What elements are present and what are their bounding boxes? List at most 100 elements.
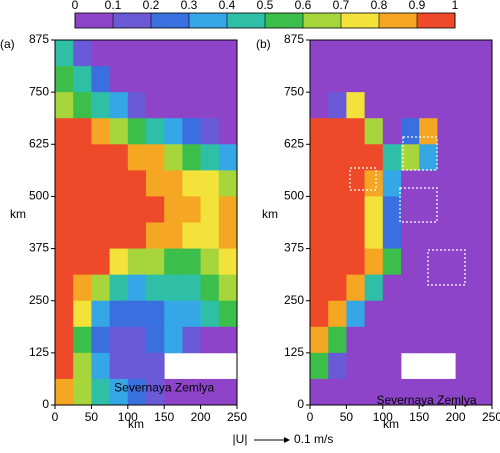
annotation: Severnaya Zemlya (114, 380, 214, 394)
heatmap-cell (382, 40, 402, 67)
heatmap-cell (200, 170, 220, 197)
heatmap-cell (455, 274, 475, 302)
heatmap-cell (401, 92, 420, 119)
heatmap-cell (109, 300, 129, 328)
heatmap-cell (182, 40, 201, 67)
heatmap-cell (419, 196, 438, 223)
heatmap-cell (382, 326, 402, 354)
heatmap-cell (182, 378, 201, 406)
heatmap-cell (473, 274, 493, 302)
heatmap-cell (328, 274, 347, 302)
x-tick-label: 100 (373, 410, 393, 424)
plot-frame (54, 39, 238, 406)
y-tick-label: 0 (42, 397, 49, 411)
heatmap-cell (437, 144, 456, 171)
heatmap-cell (455, 170, 475, 197)
colorbar-segment (75, 13, 114, 28)
colorbar-segment (417, 13, 456, 28)
heatmap-cell (310, 170, 329, 197)
heatmap-cell (419, 144, 438, 171)
heatmap-cell (328, 144, 347, 171)
x-tick-label: 0 (52, 410, 59, 424)
heatmap-cell (127, 40, 147, 67)
highlight-box (402, 136, 438, 171)
heatmap-cell (473, 40, 493, 67)
heatmap-cell (437, 326, 456, 354)
heatmap-cell (109, 40, 129, 67)
heatmap-cell (218, 326, 238, 354)
heatmap-cell (127, 300, 147, 328)
heatmap-cell (473, 300, 493, 328)
heatmap-cell (91, 170, 110, 197)
colorbar-label: 0.5 (257, 0, 274, 12)
heatmap-cell (164, 144, 183, 171)
y-tick-label: 625 (284, 136, 304, 150)
y-tick-label: 0 (297, 397, 304, 411)
heatmap-cell (200, 92, 220, 119)
heatmap-cell (182, 326, 201, 354)
colorbar-segment (189, 13, 228, 28)
heatmap-cell (346, 248, 365, 276)
heatmap-cell (127, 170, 147, 197)
vector-key-symbol: |U| (233, 432, 248, 446)
colorbar-segment (341, 13, 380, 28)
heatmap-cell (419, 378, 438, 406)
heatmap-cell (382, 352, 402, 380)
heatmap-cell (473, 66, 493, 93)
heatmap-cell (364, 378, 384, 406)
heatmap-cell (109, 222, 129, 249)
heatmap-cell (455, 378, 475, 406)
y-tick-label: 500 (284, 189, 304, 203)
colorbar-label: 0.8 (371, 0, 388, 12)
heatmap-cell (91, 66, 110, 93)
heatmap-cell (328, 352, 347, 380)
heatmap-cell (346, 196, 365, 223)
heatmap-cell (91, 326, 110, 354)
heatmap-cell (109, 118, 129, 145)
heatmap-cell (473, 326, 493, 354)
heatmap-cell (218, 170, 238, 197)
heatmap-cell (182, 196, 201, 223)
heatmap-cell (146, 144, 165, 171)
heatmap-cell (73, 118, 92, 145)
heatmap-cell (73, 92, 92, 119)
heatmap-cell (346, 118, 365, 145)
heatmap-cell (73, 352, 92, 380)
heatmap-cell (146, 92, 165, 119)
heatmap-cell (473, 92, 493, 119)
heatmap-cell (91, 248, 110, 276)
heatmap-cell (382, 274, 402, 302)
heatmap-cell (364, 118, 384, 145)
heatmap-cell (382, 118, 402, 145)
heatmap-cell (55, 66, 74, 93)
heatmap-cell (55, 300, 74, 328)
heatmap-cell (364, 222, 384, 249)
heatmap-cell (200, 378, 220, 406)
heatmap-cell (364, 144, 384, 171)
heatmap-cell (55, 326, 74, 354)
highlight-box (349, 167, 377, 191)
heatmap-cell (55, 170, 74, 197)
plot-frame (309, 39, 493, 406)
heatmap-cell (328, 92, 347, 119)
heatmap-cell (146, 170, 165, 197)
colorbar-label: 0.1 (105, 0, 122, 12)
heatmap-cell (328, 118, 347, 145)
heatmap-cell (73, 170, 92, 197)
heatmap-cell (310, 274, 329, 302)
heatmap-cell (437, 300, 456, 328)
heatmap-cell (109, 92, 129, 119)
colorbar-segment (303, 13, 342, 28)
heatmap-cell (164, 326, 183, 354)
heatmap-cell (91, 144, 110, 171)
x-tick-label: 250 (482, 410, 500, 424)
heatmap-cell (401, 274, 420, 302)
colorbar-segment (379, 13, 418, 28)
vector-key-arrowhead (284, 437, 290, 443)
heatmap-cell (146, 40, 165, 67)
heatmap-cell (218, 118, 238, 145)
heatmap-cell (109, 326, 129, 354)
heatmap-cell (401, 66, 420, 93)
heatmap-cell (382, 300, 402, 328)
